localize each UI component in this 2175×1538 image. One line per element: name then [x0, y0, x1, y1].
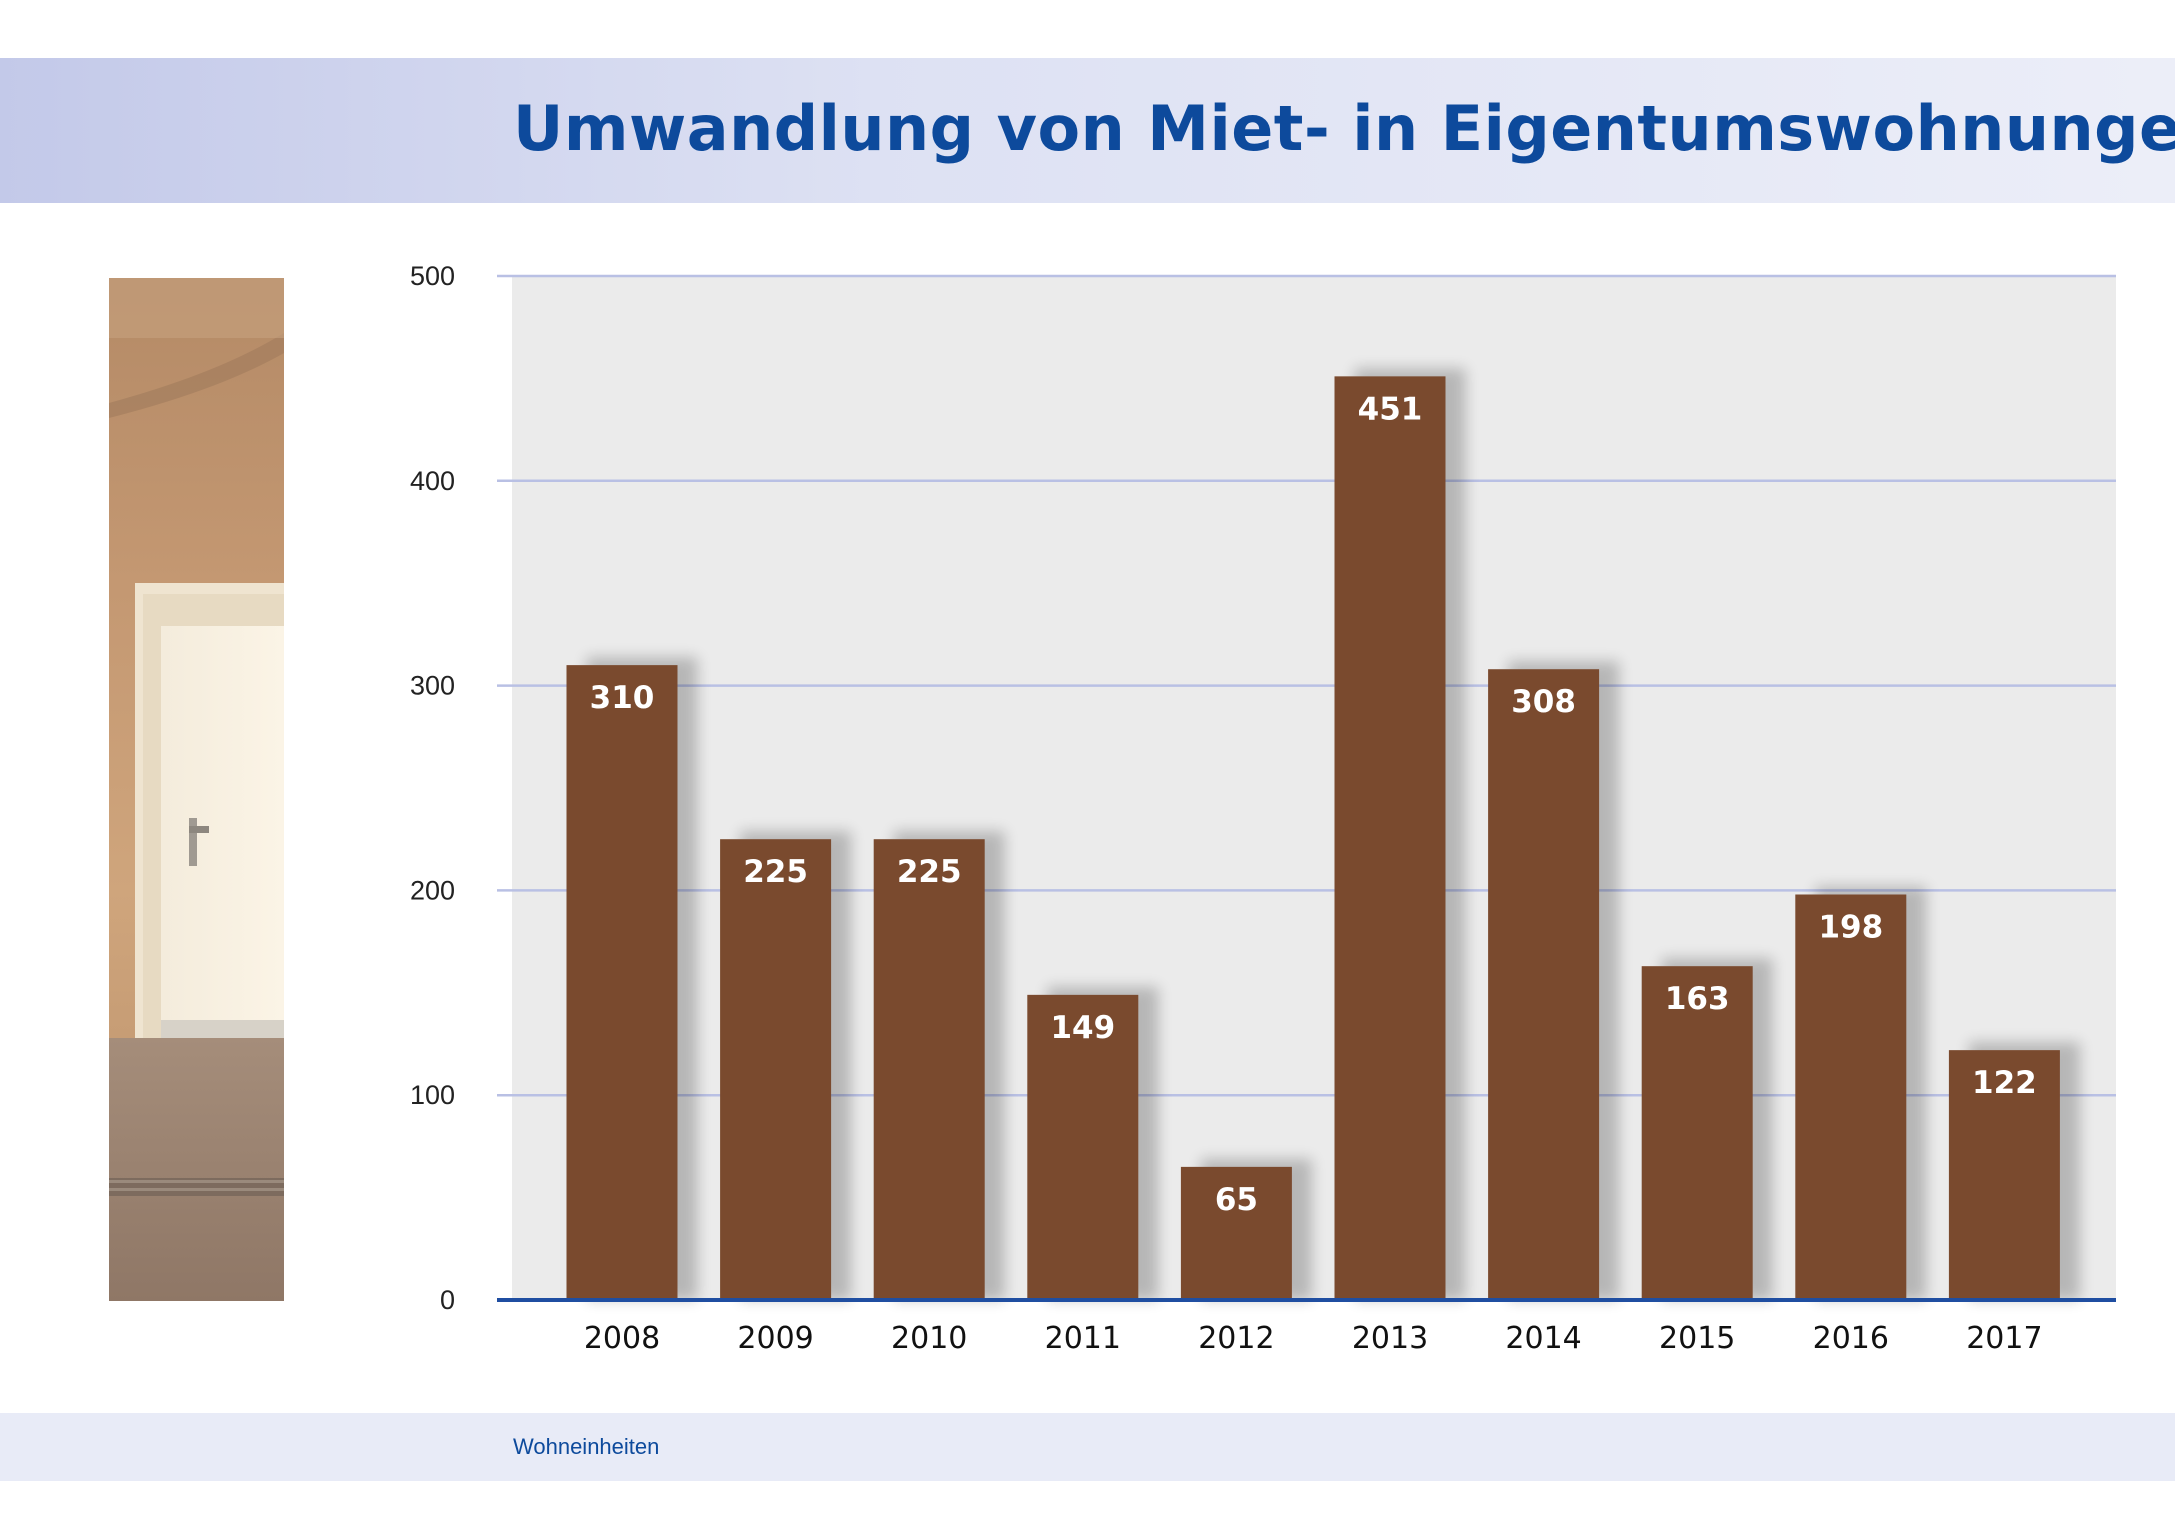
x-tick-label-2015: 2015 [1659, 1321, 1735, 1356]
bar-2012 [1180, 1166, 1292, 1300]
bar-2013 [1334, 376, 1446, 1300]
bar-2009 [720, 839, 832, 1300]
y-tick-label-300: 300 [410, 671, 455, 701]
data-label-2017: 122 [1972, 1065, 2037, 1101]
data-labels: 310 225 225 149 65 451 308 163 198 122 [590, 391, 2037, 1218]
x-tick-label-2010: 2010 [891, 1321, 967, 1356]
y-tick-label-100: 100 [410, 1080, 455, 1110]
header-band [0, 58, 2175, 203]
x-tick-label-2009: 2009 [737, 1321, 813, 1356]
x-axis-tick-labels: 2008 2009 2010 2011 2012 2013 2014 2015 2016 2017 [584, 1321, 2043, 1356]
footer-band [0, 1413, 2175, 1481]
y-tick-label-200: 200 [410, 875, 455, 905]
bar-2017 [1948, 1050, 2060, 1300]
bar-2008 [566, 665, 678, 1300]
data-label-2013: 451 [1358, 391, 1423, 427]
x-tick-label-2014: 2014 [1505, 1321, 1581, 1356]
data-label-2012: 65 [1215, 1182, 1258, 1218]
page-title: Umwandlung von Miet- in Eigentumswohnung… [513, 92, 2175, 165]
interior-door-photo [109, 278, 284, 1301]
bar-2016 [1795, 894, 1907, 1300]
x-tick-label-2013: 2013 [1352, 1321, 1428, 1356]
x-tick-label-2016: 2016 [1813, 1321, 1889, 1356]
data-label-2014: 308 [1511, 684, 1576, 720]
bar-2010 [873, 839, 985, 1300]
data-label-2011: 149 [1050, 1010, 1115, 1046]
x-tick-label-2012: 2012 [1198, 1321, 1274, 1356]
x-tick-label-2011: 2011 [1045, 1321, 1121, 1356]
x-tick-label-2008: 2008 [584, 1321, 660, 1356]
bar-2015 [1641, 966, 1753, 1300]
y-tick-label-500: 500 [410, 261, 455, 291]
bars [566, 376, 2060, 1300]
y-tick-label-400: 400 [410, 466, 455, 496]
bar-2014 [1488, 669, 1600, 1300]
footer-label: Wohneinheiten [513, 1434, 660, 1459]
data-label-2016: 198 [1818, 909, 1883, 945]
data-label-2015: 163 [1665, 981, 1730, 1017]
data-label-2010: 225 [897, 854, 962, 890]
bar-2011 [1027, 994, 1139, 1300]
data-label-2009: 225 [743, 854, 808, 890]
data-label-2008: 310 [590, 680, 655, 716]
y-tick-label-0: 0 [440, 1285, 455, 1315]
x-tick-label-2017: 2017 [1966, 1321, 2042, 1356]
y-axis-tick-labels: 0 100 200 300 400 500 [410, 261, 455, 1315]
